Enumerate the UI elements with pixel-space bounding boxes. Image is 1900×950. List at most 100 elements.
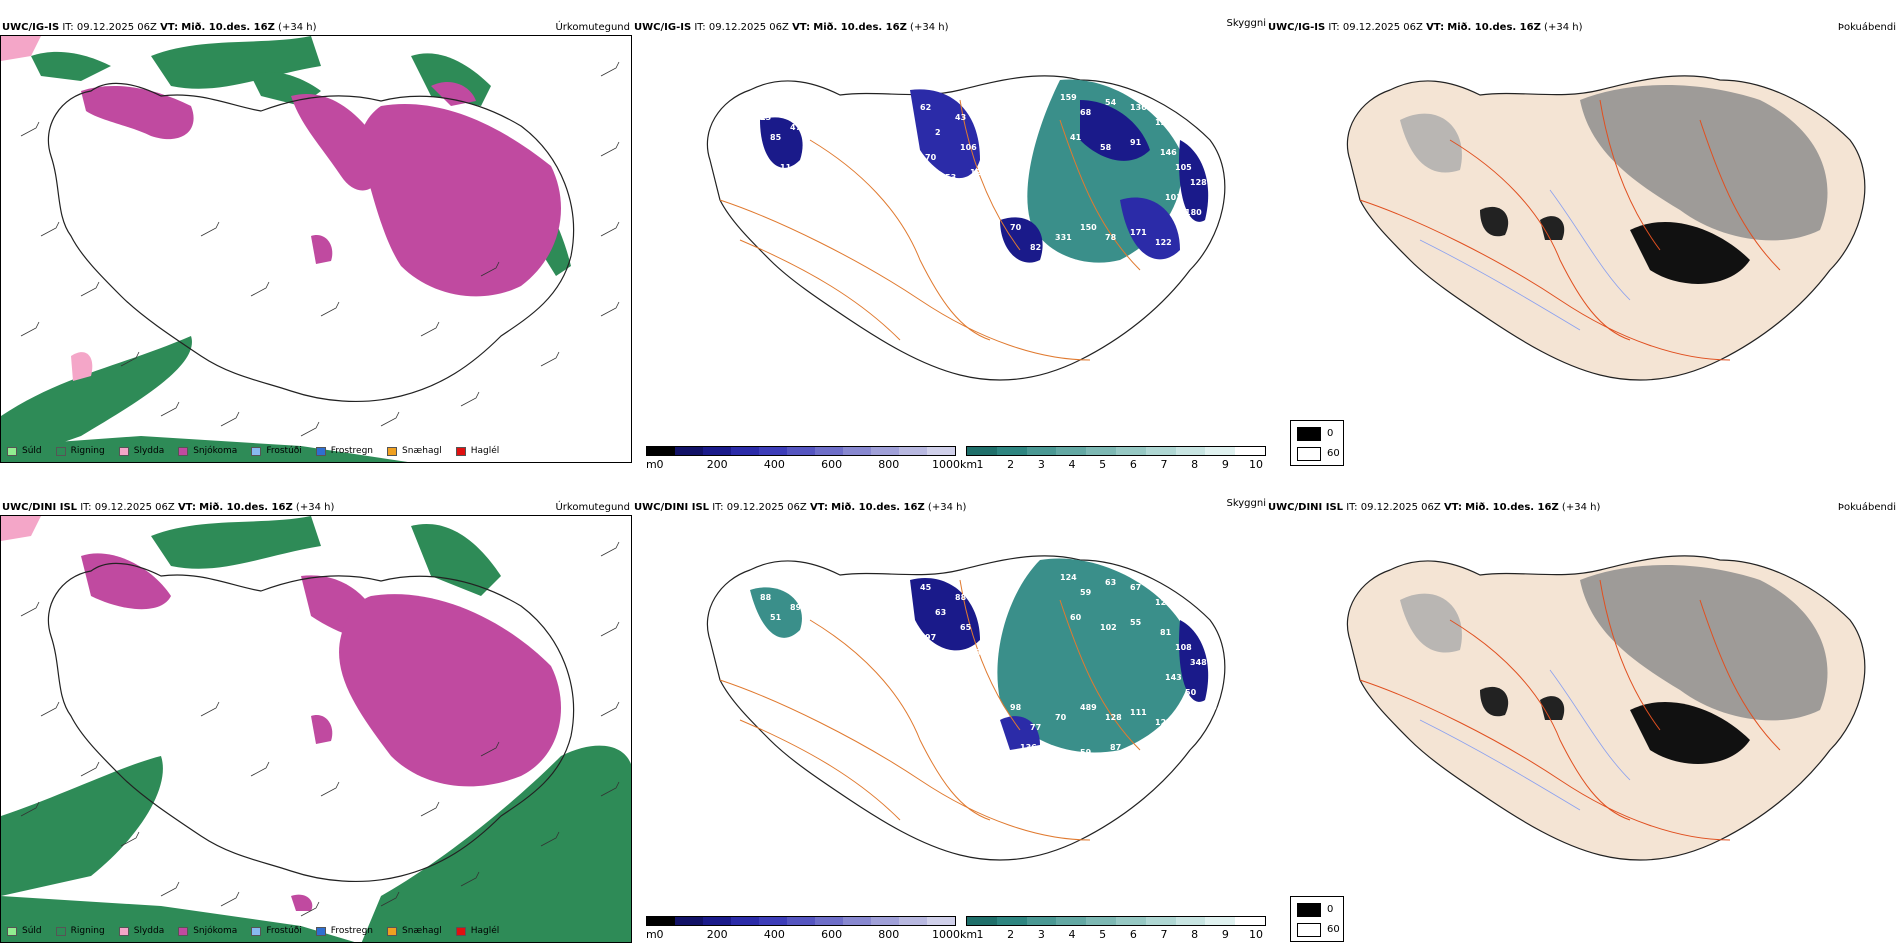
scale-cell [1205,447,1236,455]
scale-tick: 5 [1099,928,1107,941]
scale-tick: 1 [976,458,984,471]
legend-swatch [55,926,66,936]
scale-tick: 8 [1191,928,1199,941]
cloud-base-label: 82 [1030,243,1041,252]
cloud-base-label: 85 [1180,248,1192,257]
height-scale-bar-2 [646,916,956,926]
precip-name-2: Úrkomutegund [555,502,630,513]
cloud-base-label: 93 [1050,273,1061,282]
cloud-base-label: 68 [1020,813,1032,822]
wind-barbs-1 [20,61,620,437]
scale-tick: 600 [821,928,843,941]
fog-name-2: Þokuábendi [1837,502,1896,513]
legend-swatch [55,446,66,456]
scale-cell [647,917,675,925]
scale-tick: 6 [1129,928,1137,941]
cloud-base-label: 123 [1155,118,1172,127]
cloud-base-label: 128 [1190,178,1207,187]
legend-item: Súld [7,926,42,936]
scale-cell [1175,447,1206,455]
cloud-base-label: 78 [1200,223,1212,232]
fog-title-1: UWC/IG-IS IT: 09.12.2025 06Z VT: Mið. 10… [1268,22,1583,33]
cloud-base-label: 59 [1080,748,1092,757]
precip-map-svg-1 [1,36,620,462]
cloud-base-label: 60 [1070,613,1082,622]
height-unit-2: m [646,928,657,941]
cloud-base-label: 2 [935,128,941,137]
fog-scale-1: 0 60 [1290,420,1344,466]
legend-label: Frostregn [330,926,374,936]
legend-label: Frostúði [266,446,302,456]
scale-tick: 3 [1037,928,1045,941]
scale-cell [815,917,843,925]
cloud-base-label: 53 [945,173,956,182]
fog-map-1 [1346,75,1866,381]
legend-swatch [455,926,466,936]
cloud-base-label: 331 [1055,233,1072,242]
height-unit-1: m [646,458,657,471]
scale-tick: 400 [763,458,785,471]
cloud-base-label: 100 [1200,703,1217,712]
cloud-base-label: 58 [1100,143,1112,152]
legend-swatch [251,926,262,936]
scale-cell [996,447,1027,455]
cloud-base-label: 71 [800,193,812,202]
scale-tick: 6 [1129,458,1137,471]
legend-swatch [118,926,129,936]
scale-cell [927,917,955,925]
cloud-base-label: 127 [1155,718,1172,727]
cloud-base-label: 136 [1020,743,1037,752]
scale-tick: 0 [656,458,664,471]
cloud-title-1: UWC/IG-IS IT: 09.12.2025 06Z VT: Mið. 10… [634,22,949,33]
scale-cell [1115,917,1146,925]
cloud-base-label: 70 [1010,223,1022,232]
legend-swatch [387,446,398,456]
scale-cell [967,917,997,925]
cloud-base-label: 88 [955,593,967,602]
scale-cell [759,917,787,925]
visibility-unit-1: km [960,458,978,471]
scale-tick: 7 [1160,928,1168,941]
cloud-base-label: 50 [1185,688,1197,697]
scale-cell [1235,447,1265,455]
legend-item: Snæhagl [387,446,442,456]
visibility-scale-bar-1 [966,446,1266,456]
legend-swatch [7,926,17,936]
cloud-base-label: 89 [1140,273,1152,282]
legend-item: Frostregn [315,926,374,936]
cloud-base-label: 688 [960,833,977,842]
legend-label: Frostregn [330,446,374,456]
precip-title-1: UWC/IG-IS IT: 09.12.2025 06Z VT: Mið. 10… [2,22,317,33]
cloud-title-2: UWC/DINI ISL IT: 09.12.2025 06Z VT: Mið.… [634,502,967,513]
legend-swatch [118,446,129,456]
cloud-base-label: 68 [1080,108,1092,117]
cloud-base-label: 150 [1080,223,1097,232]
scale-cell [787,447,815,455]
legend-swatch [315,926,326,936]
legend-item: Snjókoma [178,926,237,936]
cloud-base-label: 80 [755,153,767,162]
scale-tick: 9 [1221,928,1229,941]
cloud-base-label: 55 [1130,618,1142,627]
fog-name-1: Þokuábendi [1837,22,1896,33]
wind-barbs-2 [20,541,620,917]
scale-tick: 800 [878,458,900,471]
legend-swatch [251,446,262,456]
cloud-base-label: 106 [960,143,977,152]
cloud-base-label: 211 [780,643,797,652]
cloud-base-label: 171 [1130,228,1147,237]
legend-label: Rigning [70,926,105,936]
scale-cell [815,447,843,455]
cloud-base-label: 41 [1070,133,1082,142]
legend-swatch [178,446,189,456]
cloud-base-label: 148 [1180,728,1197,737]
cloud-base-label: 53 [970,648,981,657]
scale-cell [675,447,703,455]
scale-tick: 200 [706,928,728,941]
scale-cell [967,447,997,455]
visibility-ticks-1: 1 2 3 4 5 6 7 8 9 10 [976,458,1266,472]
cloud-base-label: 105 [1175,163,1192,172]
cloud-base-label: 382 [1090,793,1107,802]
scale-tick: 4 [1068,928,1076,941]
